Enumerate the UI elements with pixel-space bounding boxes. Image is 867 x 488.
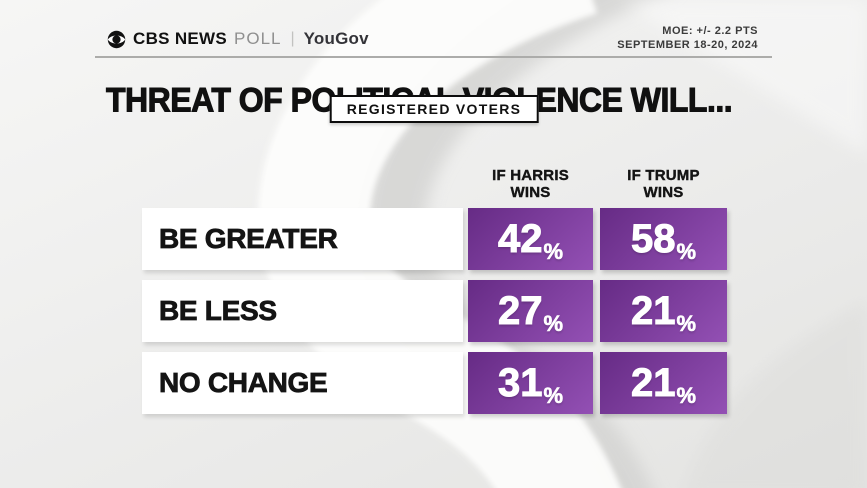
- percent-sign: %: [676, 311, 697, 336]
- value-cell-harris: 31 %: [468, 352, 593, 414]
- brand-separator: |: [290, 30, 295, 47]
- poll-table-rows: BE GREATER 42 % 58 % BE LESS 27 % 21 % N…: [142, 208, 727, 424]
- value-number: 42: [497, 217, 543, 261]
- registered-voters-badge: REGISTERED VOTERS: [329, 95, 539, 123]
- poll-text: POLL: [234, 29, 282, 48]
- value-number: 27: [497, 289, 543, 333]
- value-cell-trump: 58 %: [600, 208, 727, 270]
- moe-text: MOE: +/- 2.2 PTS: [662, 25, 758, 37]
- percent-sign: %: [676, 383, 697, 408]
- yougov-text: YouGov: [303, 29, 369, 48]
- table-row: NO CHANGE 31 % 21 %: [142, 352, 727, 414]
- table-row: BE LESS 27 % 21 %: [142, 280, 727, 342]
- row-label: BE LESS: [142, 280, 463, 342]
- percent-sign: %: [676, 239, 697, 264]
- percent-sign: %: [543, 383, 564, 408]
- poll-meta: MOE: +/- 2.2 PTS SEPTEMBER 18-20, 2024: [617, 24, 758, 52]
- value-number: 21: [630, 289, 676, 333]
- value-number: 31: [497, 361, 543, 405]
- cbs-eye-icon: [107, 30, 126, 48]
- value-number: 58: [630, 217, 676, 261]
- value-cell-harris: 42 %: [468, 208, 593, 270]
- header-divider: [95, 56, 772, 58]
- value-cell-trump: 21 %: [600, 352, 727, 414]
- poll-dates: SEPTEMBER 18-20, 2024: [617, 39, 758, 51]
- column-header-trump: IF TRUMP WINS: [627, 167, 700, 201]
- percent-sign: %: [543, 311, 564, 336]
- brand-logo: CBS NEWS POLL | YouGov: [107, 29, 369, 49]
- cbs-news-text: CBS NEWS: [133, 29, 228, 48]
- row-label: NO CHANGE: [142, 352, 463, 414]
- percent-sign: %: [543, 239, 564, 264]
- value-cell-trump: 21 %: [600, 280, 727, 342]
- value-cell-harris: 27 %: [468, 280, 593, 342]
- column-header-harris: IF HARRIS WINS: [492, 167, 569, 201]
- value-number: 21: [630, 361, 676, 405]
- table-row: BE GREATER 42 % 58 %: [142, 208, 727, 270]
- row-label: BE GREATER: [142, 208, 463, 270]
